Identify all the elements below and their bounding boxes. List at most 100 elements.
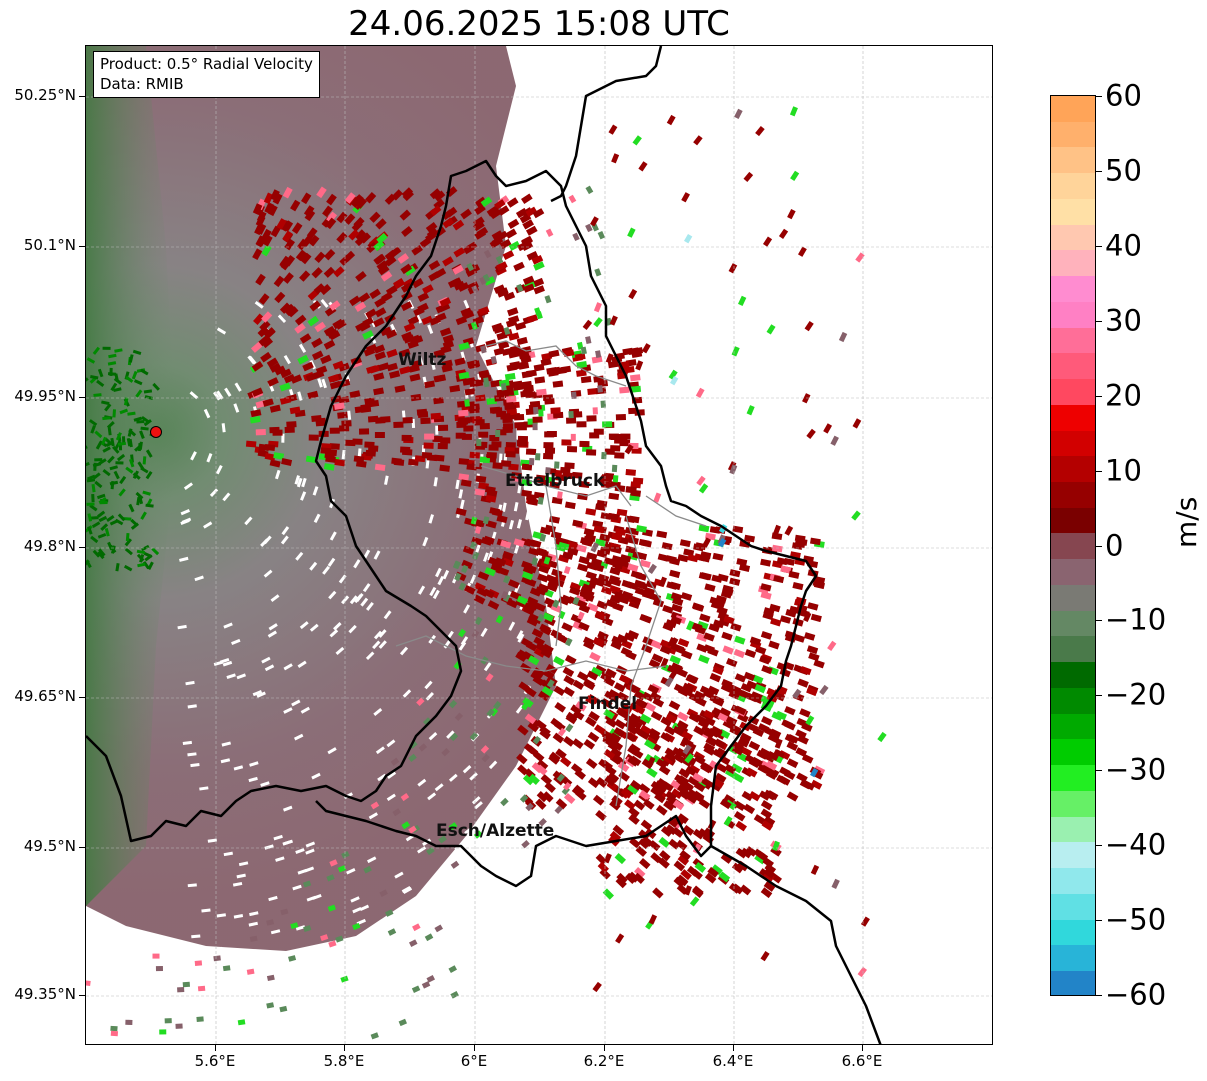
velocity-pixel — [388, 370, 401, 379]
velocity-pixel — [262, 234, 273, 247]
velocity-pixel — [269, 404, 281, 413]
lat-tick — [79, 847, 85, 848]
velocity-pixel — [734, 705, 747, 716]
velocity-pixel — [196, 1016, 204, 1023]
velocity-pixel — [773, 524, 781, 535]
velocity-pixel — [753, 814, 766, 825]
velocity-pixel — [513, 583, 521, 594]
lat-label: 49.95°N — [14, 387, 76, 405]
velocity-pixel — [634, 867, 646, 879]
velocity-pixel — [677, 854, 690, 866]
velocity-pixel — [575, 544, 587, 553]
velocity-pixel — [212, 946, 223, 951]
velocity-pixel — [96, 493, 106, 500]
velocity-pixel — [760, 951, 770, 962]
velocity-pixel — [783, 770, 796, 780]
velocity-pixel — [344, 949, 354, 956]
lon-label: 6.2°E — [583, 1052, 625, 1070]
velocity-pixel — [605, 599, 618, 609]
velocity-pixel — [394, 384, 406, 393]
velocity-pixel — [500, 791, 510, 800]
lon-label: 6°E — [460, 1052, 488, 1070]
velocity-pixel — [274, 469, 281, 480]
velocity-pixel — [668, 369, 678, 380]
velocity-pixel — [474, 872, 484, 880]
velocity-pixel — [349, 390, 361, 399]
velocity-pixel — [566, 541, 578, 550]
velocity-pixel — [270, 929, 281, 935]
velocity-pixel — [461, 559, 473, 570]
velocity-pixel — [562, 471, 573, 479]
velocity-pixel — [592, 981, 602, 993]
velocity-pixel — [677, 638, 690, 648]
velocity-pixel — [369, 288, 381, 300]
velocity-pixel — [709, 672, 722, 683]
velocity-pixel — [266, 357, 279, 368]
velocity-pixel — [399, 646, 409, 656]
velocity-pixel — [136, 420, 145, 424]
velocity-pixel — [562, 781, 572, 791]
velocity-pixel — [525, 510, 530, 521]
velocity-pixel — [687, 554, 699, 563]
velocity-pixel — [353, 217, 365, 229]
velocity-pixel — [516, 753, 528, 765]
velocity-pixel — [456, 891, 466, 899]
velocity-colorbar — [1050, 95, 1096, 996]
velocity-pixel — [484, 486, 496, 494]
velocity-pixel — [439, 327, 452, 337]
velocity-pixel — [263, 192, 274, 205]
velocity-pixel — [107, 427, 112, 436]
velocity-pixel — [500, 539, 512, 549]
velocity-pixel — [109, 480, 119, 486]
velocity-pixel — [712, 778, 725, 789]
velocity-pixel — [503, 781, 512, 791]
velocity-pixel — [107, 455, 115, 464]
velocity-pixel — [550, 992, 560, 1000]
velocity-pixel — [502, 557, 514, 567]
velocity-pixel — [526, 596, 539, 607]
velocity-pixel — [117, 513, 126, 522]
velocity-pixel — [810, 613, 822, 623]
velocity-pixel — [327, 557, 336, 567]
velocity-pixel — [807, 602, 819, 611]
velocity-pixel — [268, 623, 278, 631]
velocity-pixel — [695, 387, 705, 398]
velocity-pixel — [432, 435, 443, 443]
velocity-pixel — [771, 532, 783, 541]
velocity-pixel — [662, 622, 674, 632]
velocity-pixel — [635, 715, 648, 726]
velocity-pixel — [682, 824, 695, 836]
velocity-pixel — [543, 442, 554, 449]
velocity-pixel — [810, 767, 819, 778]
velocity-pixel — [560, 466, 571, 474]
velocity-pixel — [110, 545, 116, 554]
velocity-pixel — [734, 108, 743, 119]
velocity-pixel — [394, 871, 404, 879]
velocity-pixel — [469, 731, 479, 741]
velocity-pixel — [627, 783, 639, 795]
velocity-pixel — [320, 299, 329, 308]
velocity-pixel — [459, 897, 469, 905]
velocity-pixel — [350, 896, 360, 903]
velocity-pixel — [294, 475, 300, 485]
velocity-pixel — [516, 595, 529, 606]
velocity-pixel — [697, 620, 709, 630]
velocity-pixel — [347, 410, 352, 420]
velocity-pixel — [269, 362, 282, 373]
velocity-pixel — [93, 393, 102, 397]
velocity-pixel — [112, 445, 120, 454]
velocity-pixel — [284, 238, 296, 251]
canton-borders — [395, 340, 707, 807]
velocity-pixel — [671, 603, 683, 613]
velocity-pixel — [521, 839, 530, 849]
velocity-pixel — [421, 452, 433, 459]
velocity-pixel — [796, 538, 808, 546]
velocity-pixel — [562, 666, 575, 677]
velocity-pixel — [528, 547, 540, 556]
velocity-pixel — [216, 913, 226, 918]
velocity-pixel — [261, 337, 274, 349]
velocity-pixel — [255, 429, 266, 436]
velocity-pixel — [585, 716, 597, 728]
velocity-pixel — [568, 602, 575, 612]
velocity-pixel — [421, 975, 431, 982]
